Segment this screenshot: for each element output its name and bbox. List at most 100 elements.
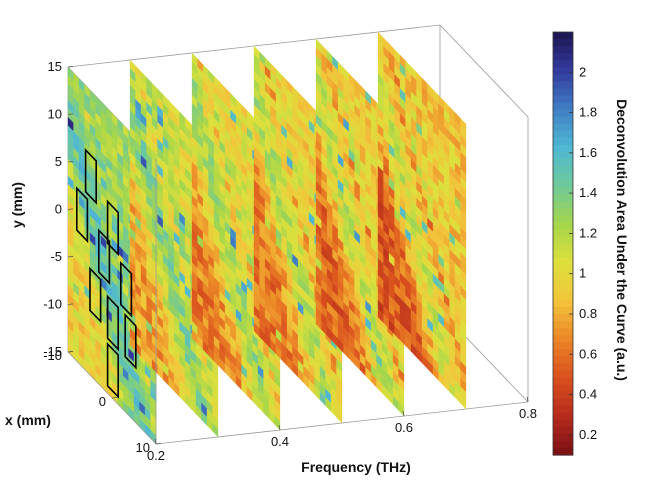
highlight-box <box>89 266 102 324</box>
frequency-tick-mark <box>278 424 281 431</box>
colorbar-segment <box>553 250 573 259</box>
colorbar-segment <box>553 440 573 449</box>
colorbar-tick-label: 0.4 <box>579 387 597 402</box>
highlighted-regions <box>76 148 137 399</box>
highlight-box <box>124 312 137 370</box>
highlight-box <box>84 148 97 205</box>
y-tick-label: 15 <box>48 59 62 74</box>
colorbar-segment <box>553 102 573 111</box>
x-tick-label: 0 <box>99 394 106 409</box>
colorbar-segment <box>553 398 573 407</box>
frequency-slice <box>253 45 343 424</box>
x-tick-mark <box>67 351 74 353</box>
frequency-tick-mark <box>526 396 529 403</box>
colorbar-segment <box>553 342 573 350</box>
highlight-box <box>106 199 119 257</box>
colorbar-segment <box>553 187 573 195</box>
colorbar-segment <box>553 426 573 435</box>
colorbar-segment <box>553 243 573 252</box>
colorbar-segment <box>553 314 573 322</box>
frequency-axis-ticks: 0.2 0.4 0.6 0.8 <box>147 396 537 463</box>
y-tick-mark <box>67 256 74 258</box>
frequency-tick-mark <box>402 410 405 417</box>
y-tick-label: -10 <box>43 297 62 312</box>
colorbar-segment <box>553 53 573 61</box>
colorbar-segment <box>553 292 573 301</box>
y-tick-mark <box>67 161 74 163</box>
x-tick-mark <box>111 397 118 399</box>
frequency-axis-label: Frequency (THz) <box>301 459 411 475</box>
y-tick-label: 10 <box>48 107 62 122</box>
highlight-box <box>106 294 119 352</box>
y-tick-mark <box>67 113 74 115</box>
axes-box-edge <box>439 24 529 118</box>
y-tick-label: -15 <box>43 344 62 359</box>
colorbar-segment <box>553 447 573 456</box>
colorbar-segment <box>553 306 573 315</box>
colorbar-segment <box>553 370 573 379</box>
colorbar-segment <box>553 74 573 82</box>
x-tick-mark <box>155 443 162 445</box>
y-tick-mark <box>67 303 74 305</box>
x-tick-label: 10 <box>136 440 150 455</box>
colorbar-segment <box>553 180 573 188</box>
colorbar-segment <box>553 405 573 414</box>
colorbar-segment <box>553 158 573 167</box>
frequency-tick-label: 0.2 <box>147 448 165 463</box>
colorbar-segment <box>553 123 573 132</box>
colorbar-segment <box>553 39 573 47</box>
frequency-tick-label: 0.8 <box>519 406 537 421</box>
frequency-slice <box>377 31 467 410</box>
colorbar-segment <box>553 321 573 329</box>
colorbar-segment <box>553 116 573 125</box>
colorbar-tick-label: 1.8 <box>579 105 597 120</box>
colorbar-frame <box>552 31 574 456</box>
colorbar: 2 1.8 1.6 1.4 1.2 1 0.8 0.6 0.4 0.2 <box>552 31 597 456</box>
colorbar-segment <box>553 81 573 89</box>
colorbar-segment <box>553 222 573 230</box>
colorbar-segment <box>553 356 573 364</box>
colorbar-segment <box>553 173 573 181</box>
frequency-tick-label: 0.6 <box>395 420 413 435</box>
highlight-box <box>76 186 89 244</box>
highlight-box <box>120 260 133 318</box>
frequency-tick-label: 0.4 <box>271 434 289 449</box>
y-tick-label: -5 <box>50 249 62 264</box>
highlight-box <box>106 342 119 399</box>
colorbar-tick-label: 1.2 <box>579 225 597 240</box>
colorbar-segment <box>553 419 573 428</box>
colorbar-segment <box>553 215 573 223</box>
colorbar-tick-label: 0.8 <box>579 306 597 321</box>
colorbar-segment <box>553 144 573 153</box>
y-tick-label: 0 <box>55 202 62 217</box>
colorbar-segment <box>553 412 573 421</box>
colorbar-segment <box>553 32 573 40</box>
colorbar-tick-label: 2 <box>579 64 586 79</box>
colorbar-segment <box>553 391 573 400</box>
colorbar-segment <box>553 257 573 266</box>
colorbar-segment <box>553 285 573 294</box>
colorbar-segment <box>553 264 573 273</box>
colorbar-segment <box>553 151 573 160</box>
axes-box-edge <box>155 401 529 445</box>
colorbar-segment <box>553 60 573 68</box>
colorbar-segment <box>553 229 573 238</box>
colorbar-segment <box>553 271 573 280</box>
y-axis-label: y (mm) <box>9 182 25 228</box>
colorbar-segment <box>553 328 573 336</box>
x-tick-label: -10 <box>43 348 62 363</box>
x-axis-label: x (mm) <box>5 412 51 428</box>
y-axis-ticks: 15 10 5 0 -5 -10 -15 <box>43 59 74 359</box>
highlight-box <box>98 228 111 286</box>
colorbar-segment <box>553 384 573 393</box>
colorbar-segment <box>553 335 573 343</box>
colorbar-segment <box>553 299 573 308</box>
y-tick-label: 5 <box>55 154 62 169</box>
colorbar-segment <box>553 236 573 245</box>
frequency-slices <box>67 31 467 445</box>
colorbar-segment <box>553 165 573 174</box>
colorbar-segment <box>553 349 573 357</box>
colorbar-segment <box>553 201 573 209</box>
